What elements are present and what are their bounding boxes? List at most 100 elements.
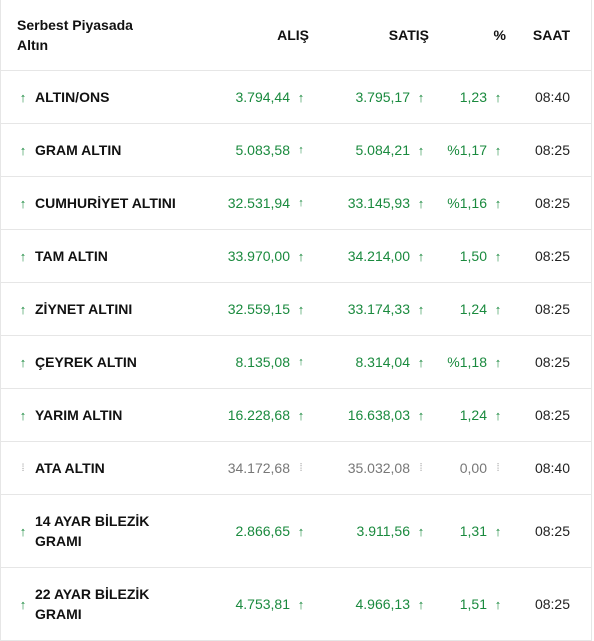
arrow-up-icon: ↑ xyxy=(417,301,425,317)
header-name-line1: Serbest Piyasada xyxy=(17,17,133,33)
arrow-up-icon: ↑ xyxy=(417,523,425,539)
row-buy: 16.228,68 xyxy=(227,407,290,423)
arrow-up-icon: ↑ xyxy=(19,354,27,370)
row-buy: 32.559,15 xyxy=(227,301,290,317)
row-sell: 34.214,00 xyxy=(347,248,410,264)
header-name: Serbest Piyasada Altın xyxy=(1,15,191,55)
row-sell: 16.638,03 xyxy=(347,407,410,423)
arrow-up-icon: ↑ xyxy=(19,596,27,612)
table-row[interactable]: ↑ 22 AYAR BİLEZİK GRAMI 4.753,81 ↑ 4.966,… xyxy=(1,568,591,641)
row-name-line1: 14 AYAR BİLEZİK xyxy=(35,513,150,529)
row-name[interactable]: ATA ALTIN xyxy=(35,460,105,476)
row-sell: 4.966,13 xyxy=(355,596,411,612)
row-name[interactable]: ZİYNET ALTINI xyxy=(35,301,133,317)
row-pct: %1,18 xyxy=(447,354,487,370)
table-row[interactable]: ↑ 14 AYAR BİLEZİK GRAMI 2.866,65 ↑ 3.911,… xyxy=(1,495,591,568)
row-time: 08:25 xyxy=(534,142,570,158)
row-sell: 33.174,33 xyxy=(347,301,410,317)
arrow-up-icon: ↑ xyxy=(494,142,502,158)
row-sell: 3.911,56 xyxy=(356,523,410,539)
header-name-line2: Altın xyxy=(17,37,49,53)
row-time: 08:25 xyxy=(534,301,570,317)
header-time: SAAT xyxy=(532,27,570,43)
table-row[interactable]: ↑ ALTIN/ONS 3.794,44 ↑ 3.795,17 ↑ 1,23 ↑ 08:… xyxy=(1,71,591,124)
row-name[interactable]: TAM ALTIN xyxy=(35,248,108,264)
row-time: 08:25 xyxy=(534,354,570,370)
row-pct: %1,17 xyxy=(447,142,487,158)
row-time: 08:25 xyxy=(534,407,570,423)
dots-vertical-icon: ⁞ xyxy=(419,462,423,474)
table-row[interactable]: ↑ YARIM ALTIN 16.228,68 ↑ 16.638,03 ↑ 1,24 ↑… xyxy=(1,389,591,442)
row-name-line2: GRAMI xyxy=(35,533,82,549)
arrow-up-icon: ↑ xyxy=(417,354,425,370)
row-buy: 2.866,65 xyxy=(235,523,291,539)
row-pct: 1,51 xyxy=(459,596,487,612)
arrow-up-icon: ↑ xyxy=(19,407,27,423)
arrow-up-icon: ↑ xyxy=(494,195,502,211)
row-buy: 4.753,81 xyxy=(235,596,291,612)
table-header: Serbest Piyasada Altın ALIŞ SATIŞ % SAAT xyxy=(1,0,591,71)
row-name[interactable]: YARIM ALTIN xyxy=(35,407,123,423)
arrow-up-icon: ↑ xyxy=(494,301,502,317)
arrow-up-icon: ↑ xyxy=(19,89,27,105)
row-pct: 0,00 xyxy=(459,460,487,476)
row-name[interactable]: 22 AYAR BİLEZİK GRAMI xyxy=(35,584,149,624)
dots-vertical-icon: ⁞ xyxy=(496,462,500,474)
row-time: 08:40 xyxy=(534,460,570,476)
row-sell: 3.795,17 xyxy=(355,89,411,105)
arrow-up-icon: ↑ xyxy=(494,596,502,612)
table-row[interactable]: ⁞ ATA ALTIN 34.172,68 ⁞ 35.032,08 ⁞ 0,00 ⁞ 0… xyxy=(1,442,591,495)
arrow-up-icon: ↑ xyxy=(19,142,27,158)
row-name[interactable]: 14 AYAR BİLEZİK GRAMI xyxy=(35,511,149,551)
row-buy: 8.135,08 xyxy=(235,354,291,370)
arrow-up-icon: ↑ xyxy=(417,596,425,612)
table-row[interactable]: ↑ CUMHURİYET ALTINI 32.531,94 ↑ 33.145,93 ↑… xyxy=(1,177,591,230)
arrow-up-icon: ↑ xyxy=(297,301,305,317)
row-buy: 32.531,94 xyxy=(227,195,290,211)
dots-vertical-icon: ⁞ xyxy=(21,462,25,474)
row-time: 08:25 xyxy=(534,596,570,612)
header-buy: ALIŞ xyxy=(277,27,309,43)
header-sell: SATIŞ xyxy=(388,27,429,43)
row-time: 08:25 xyxy=(534,195,570,211)
row-buy: 34.172,68 xyxy=(227,460,290,476)
arrow-up-icon: ↑ xyxy=(494,248,502,264)
row-name[interactable]: ALTIN/ONS xyxy=(35,89,110,105)
row-pct: 1,31 xyxy=(459,523,487,539)
arrow-up-icon: ↑ xyxy=(297,407,305,423)
table-row[interactable]: ↑ ÇEYREK ALTIN 8.135,08 ↑ 8.314,04 ↑ %1,18 ↑… xyxy=(1,336,591,389)
row-sell: 8.314,04 xyxy=(355,354,411,370)
row-pct: 1,24 xyxy=(459,407,487,423)
arrow-up-icon: ↑ xyxy=(297,596,305,612)
table-row[interactable]: ↑ ZİYNET ALTINI 32.559,15 ↑ 33.174,33 ↑ 1,2… xyxy=(1,283,591,336)
row-buy: 3.794,44 xyxy=(235,89,291,105)
arrow-up-icon: ↑ xyxy=(494,89,502,105)
row-buy: 5.083,58 xyxy=(235,142,291,158)
arrow-up-icon: ↑ xyxy=(417,248,425,264)
arrow-up-icon: ↑ xyxy=(298,356,304,368)
table-row[interactable]: ↑ GRAM ALTIN 5.083,58 ↑ 5.084,21 ↑ %1,17 ↑ 0… xyxy=(1,124,591,177)
arrow-up-icon: ↑ xyxy=(19,195,27,211)
arrow-up-icon: ↑ xyxy=(298,197,304,209)
row-buy: 33.970,00 xyxy=(227,248,290,264)
row-time: 08:25 xyxy=(534,523,570,539)
arrow-up-icon: ↑ xyxy=(297,89,305,105)
row-time: 08:25 xyxy=(534,248,570,264)
row-sell: 33.145,93 xyxy=(347,195,410,211)
arrow-up-icon: ↑ xyxy=(19,523,27,539)
row-name-line1: 22 AYAR BİLEZİK xyxy=(35,586,150,602)
row-name[interactable]: CUMHURİYET ALTINI xyxy=(35,195,176,211)
arrow-up-icon: ↑ xyxy=(417,89,425,105)
arrow-up-icon: ↑ xyxy=(494,523,502,539)
row-name[interactable]: ÇEYREK ALTIN xyxy=(35,354,137,370)
row-sell: 5.084,21 xyxy=(355,142,411,158)
row-name[interactable]: GRAM ALTIN xyxy=(35,142,122,158)
arrow-up-icon: ↑ xyxy=(297,523,305,539)
row-pct: 1,50 xyxy=(459,248,487,264)
row-sell: 35.032,08 xyxy=(347,460,410,476)
header-pct: % xyxy=(493,27,506,43)
arrow-up-icon: ↑ xyxy=(494,407,502,423)
table-row[interactable]: ↑ TAM ALTIN 33.970,00 ↑ 34.214,00 ↑ 1,50 ↑ 0… xyxy=(1,230,591,283)
arrow-up-icon: ↑ xyxy=(494,354,502,370)
